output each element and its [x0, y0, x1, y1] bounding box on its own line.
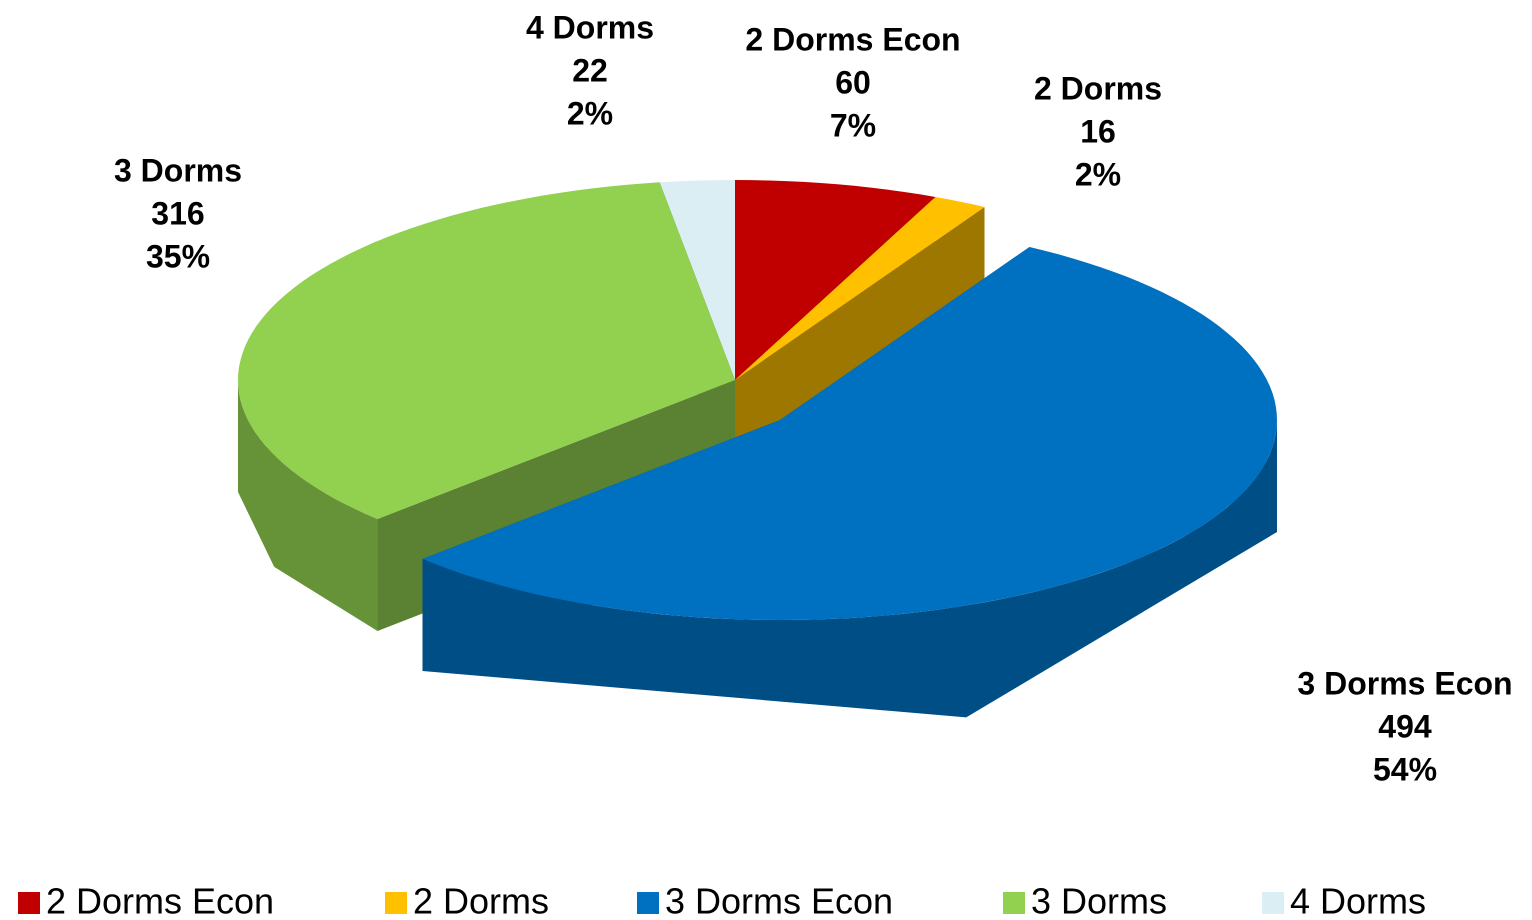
slice-top	[659, 180, 735, 380]
slice-side	[238, 380, 378, 631]
legend-label: 2 Dorms Econ	[46, 881, 274, 920]
slice-top	[735, 196, 985, 380]
data-label-percent: 7%	[830, 107, 876, 143]
slice-top	[422, 247, 1277, 620]
slice	[422, 247, 1277, 718]
legend-swatch	[1003, 892, 1025, 914]
legend-label: 3 Dorms Econ	[665, 881, 893, 920]
legend-swatch	[385, 892, 407, 914]
legend-swatch	[637, 892, 659, 914]
legend-swatch	[1262, 892, 1284, 914]
slice-side	[422, 420, 1277, 718]
data-label-name: 2 Dorms Econ	[745, 21, 960, 57]
legend-label: 3 Dorms	[1031, 881, 1167, 920]
data-label-value: 60	[835, 64, 871, 100]
data-label-name: 3 Dorms	[114, 152, 242, 188]
legend-label: 4 Dorms	[1290, 881, 1426, 920]
data-label-percent: 35%	[146, 238, 210, 274]
data-label-name: 3 Dorms Econ	[1297, 665, 1512, 701]
data-label-percent: 54%	[1373, 751, 1437, 787]
slice-top	[735, 180, 936, 380]
slice-top	[238, 182, 735, 520]
data-label-value: 494	[1378, 708, 1432, 744]
data-label-name: 4 Dorms	[526, 9, 654, 45]
data-label-percent: 2%	[567, 95, 613, 131]
data-label-name: 2 Dorms	[1034, 70, 1162, 106]
legend-label: 2 Dorms	[413, 881, 549, 920]
data-label-value: 16	[1080, 113, 1116, 149]
legend-swatch	[18, 892, 40, 914]
data-label-value: 22	[572, 52, 608, 88]
data-label-value: 316	[151, 195, 204, 231]
data-label-percent: 2%	[1075, 156, 1121, 192]
